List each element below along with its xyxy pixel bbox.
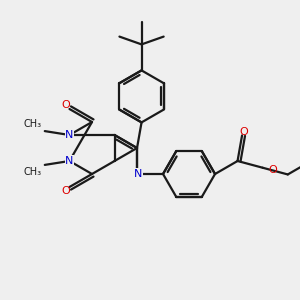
Text: N: N (134, 169, 142, 179)
Text: CH₃: CH₃ (24, 119, 42, 129)
Text: O: O (240, 128, 248, 137)
Text: N: N (65, 130, 74, 140)
Text: O: O (61, 100, 70, 110)
Text: CH₃: CH₃ (24, 167, 42, 177)
Text: O: O (269, 165, 278, 175)
Text: N: N (65, 156, 74, 166)
Text: O: O (61, 186, 70, 196)
